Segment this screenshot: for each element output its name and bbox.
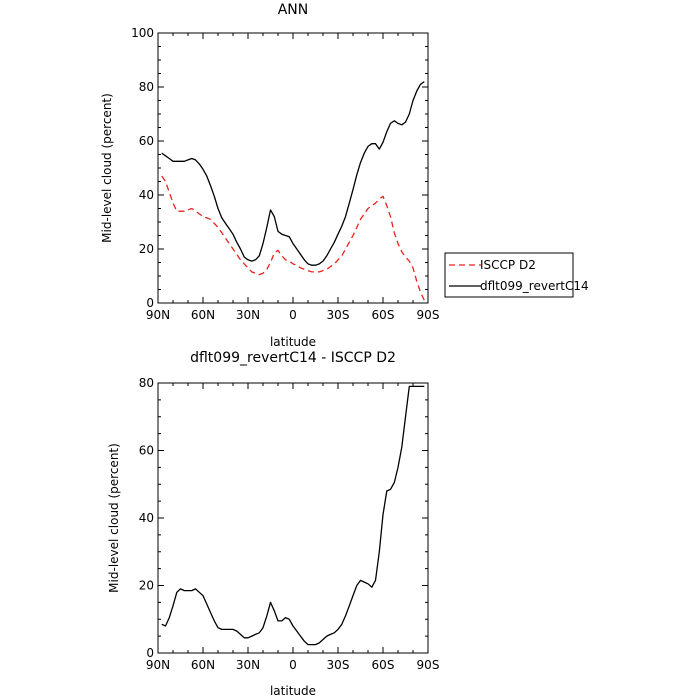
legend: ISCCP D2 dflt099_revertC14 <box>444 252 589 298</box>
x-tick-label: 90N <box>146 658 170 672</box>
x-tick-label: 30S <box>327 308 350 322</box>
series-line-isccp-d2 <box>161 175 425 301</box>
x-tick-label: 0 <box>289 658 297 672</box>
x-tick-label: 60S <box>372 658 395 672</box>
y-tick-label: 60 <box>139 134 154 148</box>
x-tick-label: 90N <box>146 308 170 322</box>
legend-label-dflt099-revertc14: dflt099_revertC14 <box>480 279 589 293</box>
bottom-axis-ticks: 90N 60N 30N 0 30S 60S 90S 0 20 40 60 80 <box>139 376 440 672</box>
y-tick-label: 20 <box>139 579 154 593</box>
top-series-group <box>161 81 425 301</box>
x-tick-label: 60S <box>372 308 395 322</box>
top-panel: ANN 90N 60N 30N 0 30S 60S 90S 0 20 40 60 80 100 lati… <box>100 2 439 349</box>
series-line-difference <box>161 385 425 646</box>
x-tick-label: 30N <box>236 308 260 322</box>
bottom-chart-title: dflt099_revertC14 - ISCCP D2 <box>190 350 396 366</box>
top-chart-title: ANN <box>278 2 309 18</box>
y-tick-label: 0 <box>146 296 154 310</box>
x-tick-label: 90S <box>417 308 440 322</box>
y-tick-label: 60 <box>139 444 154 458</box>
legend-label-isccp-d2: ISCCP D2 <box>480 258 536 272</box>
top-axis-ticks: 90N 60N 30N 0 30S 60S 90S 0 20 40 60 80 100 <box>131 26 439 322</box>
y-tick-label: 40 <box>139 188 154 202</box>
top-x-axis-title: latitude <box>270 335 316 349</box>
x-tick-label: 30S <box>327 658 350 672</box>
x-tick-label: 0 <box>289 308 297 322</box>
x-tick-label: 60N <box>191 658 215 672</box>
bottom-plot-frame <box>157 382 429 654</box>
top-y-axis-title: Mid-level cloud (percent) <box>100 93 114 243</box>
y-tick-label: 0 <box>146 646 154 660</box>
y-tick-label: 80 <box>139 80 154 94</box>
bottom-x-axis-title: latitude <box>270 684 316 698</box>
bottom-panel: dflt099_revertC14 - ISCCP D2 90N 60N 30N 0 3… <box>107 350 439 698</box>
y-tick-label: 80 <box>139 376 154 390</box>
y-tick-label: 100 <box>131 26 154 40</box>
bottom-series-group <box>161 385 425 646</box>
legend-frame <box>444 252 574 298</box>
series-line-dflt099-revertc14 <box>161 81 425 266</box>
y-tick-label: 20 <box>139 242 154 256</box>
bottom-y-axis-title: Mid-level cloud (percent) <box>107 443 121 593</box>
x-tick-label: 60N <box>191 308 215 322</box>
x-tick-label: 30N <box>236 658 260 672</box>
x-tick-label: 90S <box>417 658 440 672</box>
top-plot-frame <box>157 32 429 304</box>
y-tick-label: 40 <box>139 511 154 525</box>
